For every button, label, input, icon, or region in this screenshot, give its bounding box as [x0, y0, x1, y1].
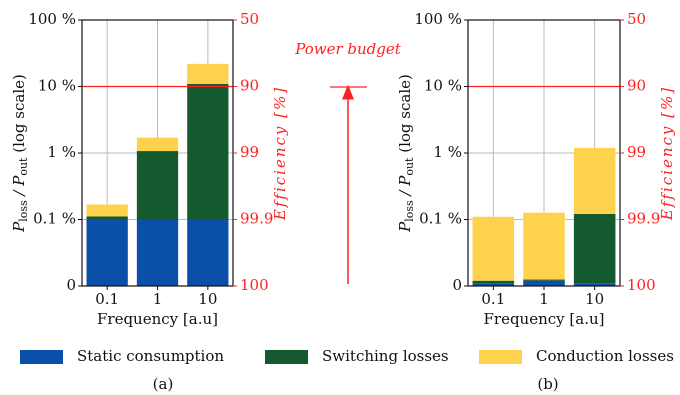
caption: (a)	[153, 375, 174, 393]
bar-segment	[86, 216, 128, 220]
y2-tick-label: 99	[627, 143, 646, 161]
bar-segment	[523, 279, 565, 281]
y-axis-label-part: loss	[17, 200, 30, 222]
y2-tick-label: 100	[627, 276, 656, 294]
y-axis-label-part: P	[10, 221, 28, 233]
bar-segment	[187, 63, 229, 85]
y2-tick-label: 100	[240, 276, 269, 294]
bar-segment	[187, 84, 229, 220]
y-axis-label-part: / P	[10, 175, 28, 201]
y2-tick-label: 90	[627, 77, 646, 95]
x-axis-label: Frequency [a.u]	[97, 310, 218, 328]
x-tick-label: 1	[153, 290, 163, 308]
y2-tick-label: 90	[240, 77, 259, 95]
y-tick-label: 1 %	[47, 143, 76, 161]
bar-segment	[472, 216, 515, 281]
y2-tick-label: 50	[627, 10, 646, 28]
bar-segment	[86, 204, 128, 217]
bar-segment	[136, 219, 179, 286]
y2-tick-label: 99	[240, 143, 259, 161]
caption: (b)	[537, 375, 558, 393]
bar-segment	[573, 213, 616, 284]
y-tick-label: 10 %	[424, 77, 462, 95]
y-axis-label-part: / P	[396, 175, 414, 201]
legend-swatch	[20, 350, 63, 364]
x-tick-label: 10	[585, 290, 604, 308]
y-axis-label-part: P	[396, 221, 414, 233]
bar-segment	[472, 280, 515, 284]
y-tick-label: 0	[452, 276, 462, 294]
legend-label: Static consumption	[77, 347, 224, 365]
y2-axis-label: Efficiency [%]	[658, 86, 676, 221]
y-axis-label-part: (log scale)	[10, 74, 28, 157]
x-axis-label: Frequency [a.u]	[484, 310, 605, 328]
bar-segment	[523, 212, 565, 280]
y-axis-label: Ploss / Pout (log scale)	[396, 74, 416, 233]
bar-segment	[573, 283, 616, 286]
bar-segment	[136, 137, 179, 152]
x-tick-label: 0.1	[95, 290, 119, 308]
x-tick-label: 10	[198, 290, 217, 308]
bar-segment	[187, 219, 229, 286]
legend-swatch	[265, 350, 308, 364]
legend-label: Switching losses	[322, 347, 449, 365]
y-axis-label-part: out	[17, 157, 30, 176]
y-tick-label: 10 %	[38, 77, 76, 95]
y-tick-label: 100 %	[414, 10, 462, 28]
bar-segment	[136, 151, 179, 220]
bar-segment	[523, 280, 565, 286]
y-tick-label: 1 %	[433, 143, 462, 161]
y-axis-label: Ploss / Pout (log scale)	[10, 74, 30, 233]
y-tick-label: 0.1 %	[33, 210, 76, 228]
y-tick-label: 0	[66, 276, 76, 294]
annotation: Power budget	[294, 40, 402, 58]
legend-label: Conduction losses	[536, 347, 674, 365]
y2-tick-label: 50	[240, 10, 259, 28]
x-tick-label: 0.1	[481, 290, 505, 308]
y-axis-label-part: (log scale)	[396, 74, 414, 157]
y-tick-label: 0.1 %	[419, 210, 462, 228]
legend-swatch	[479, 350, 522, 364]
y2-tick-label: 99.9	[627, 210, 660, 228]
y-axis-label-part: out	[403, 157, 416, 176]
bar-segment	[86, 219, 128, 286]
y2-axis-label: Efficiency [%]	[271, 86, 289, 221]
bar-segment	[573, 147, 616, 214]
x-tick-label: 1	[539, 290, 549, 308]
bar-segment	[472, 283, 515, 286]
y-axis-label-part: loss	[403, 200, 416, 222]
y-tick-label: 100 %	[28, 10, 76, 28]
y2-tick-label: 99.9	[240, 210, 273, 228]
